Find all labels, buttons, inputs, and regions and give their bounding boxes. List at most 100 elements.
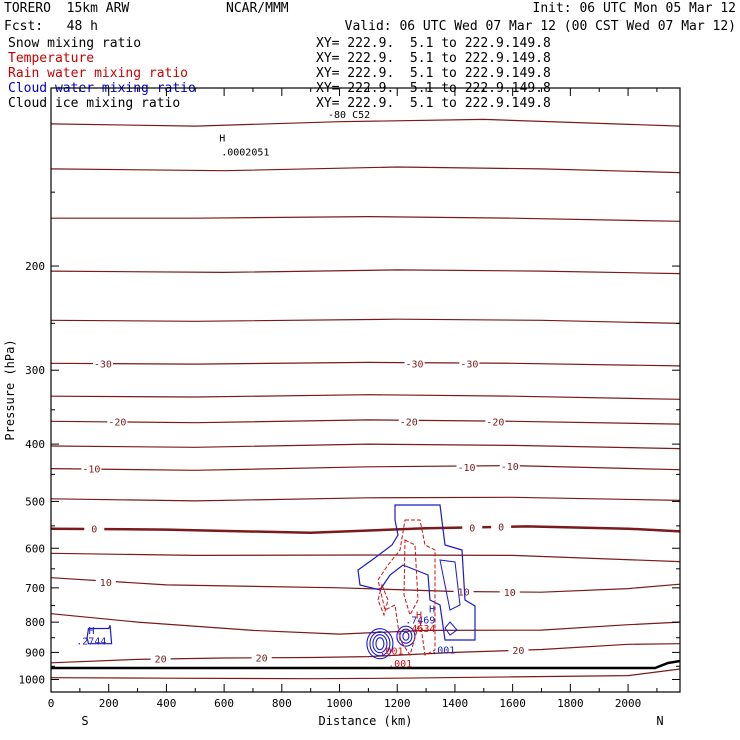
cloud-water-contour xyxy=(444,621,458,636)
y-tick-label: 400 xyxy=(25,438,45,451)
temperature-label: -30 xyxy=(460,359,478,370)
field-name-rain: Rain water mixing ratio xyxy=(8,66,189,81)
temperature-label-bg xyxy=(398,415,419,427)
temperature-label-bg xyxy=(251,651,272,663)
temperature-label-bg xyxy=(499,460,520,472)
temperature-label-bg xyxy=(485,415,506,427)
field-name-snow: Snow mixing ratio xyxy=(8,36,142,51)
temperature-label: -30 xyxy=(406,359,424,370)
cloud-water-ring xyxy=(399,628,413,644)
x-tick-label: 800 xyxy=(272,697,292,710)
temperature-label-bg xyxy=(107,415,128,427)
isotherm-0 xyxy=(50,525,681,535)
isotherm--15 xyxy=(50,443,681,450)
temperature-label: -20 xyxy=(108,417,126,428)
temperature-label: -10 xyxy=(501,462,519,473)
x-tick-label: 1800 xyxy=(557,697,584,710)
y-tick-label: 700 xyxy=(25,582,45,595)
isotherm--50 xyxy=(50,166,681,174)
temperature-label: 10 xyxy=(458,587,470,598)
y-tick-label: 500 xyxy=(25,495,45,508)
field-xy-temperature: XY= 222.9. 5.1 to 222.9.149.8 xyxy=(316,51,551,66)
temperature-label-bg xyxy=(95,575,116,587)
field-name-temperature: Temperature xyxy=(8,51,95,66)
rain-water-contour xyxy=(403,539,419,617)
cloud-water-ring xyxy=(366,628,394,660)
isotherm-20 xyxy=(50,643,681,664)
cloud-water-label: .001 xyxy=(431,646,455,657)
temperature-label-bg xyxy=(491,520,512,532)
cloud-water-label: .7469 xyxy=(405,616,435,627)
temperature-label-bg xyxy=(404,357,425,369)
isotherm--40 xyxy=(50,269,681,275)
isotherm-5 xyxy=(50,552,681,563)
cloud-water-max-marker: H xyxy=(89,626,95,637)
temperature-label: -20 xyxy=(486,417,504,428)
snow-max-marker: H xyxy=(219,133,225,144)
y-tick-label: 200 xyxy=(25,260,45,273)
model-title: TORERO 15km ARW xyxy=(4,1,130,16)
rain-water-label: .001 xyxy=(388,659,412,670)
cloud-water-ring xyxy=(369,631,391,657)
temperature-label-bg xyxy=(84,522,105,534)
rain-water-contour xyxy=(377,519,436,657)
isotherm--35 xyxy=(50,318,681,324)
isotherm--10 xyxy=(50,464,681,471)
field-name-cloud-ice: Cloud ice mixing ratio xyxy=(8,96,181,111)
x-tick-label: 1200 xyxy=(384,697,411,710)
start-point-label: S xyxy=(81,714,88,728)
x-tick-label: 1400 xyxy=(442,697,469,710)
temperature-label-bg xyxy=(462,521,483,533)
y-tick-label: 800 xyxy=(25,616,45,629)
isotherm--55 xyxy=(50,118,681,127)
snow-max-label: .0002051 xyxy=(221,147,269,158)
cloud-water-label: .2744 xyxy=(76,637,106,648)
cloud-water-contour xyxy=(357,504,476,641)
x-tick-label: 400 xyxy=(156,697,176,710)
x-tick-label: 600 xyxy=(214,697,234,710)
temperature-label: 0 xyxy=(469,523,475,534)
temperature-label-bg xyxy=(508,644,529,656)
isotherm--25 xyxy=(50,394,681,400)
cloud-water-ring xyxy=(396,625,416,647)
cloud-water-ring xyxy=(402,631,410,641)
isotherm-10 xyxy=(50,577,681,593)
temperature-label-bg xyxy=(92,357,113,369)
cloud-water-contour xyxy=(439,559,461,611)
cloud-water-max-marker: H xyxy=(429,604,435,615)
isotherm--20 xyxy=(50,419,681,425)
isotherm--30 xyxy=(50,361,681,367)
temperature-label-bg xyxy=(453,585,474,597)
organization-title: NCAR/MMM xyxy=(226,1,289,16)
isotherm--5 xyxy=(50,496,681,502)
forecast-hour: Fcst: 48 h xyxy=(4,19,98,34)
x-tick-label: 0 xyxy=(48,697,55,710)
y-tick-label: 900 xyxy=(25,646,45,659)
temperature-label: 0 xyxy=(498,522,504,533)
rain-water-label: .001 xyxy=(379,646,403,657)
isotherm-25 xyxy=(50,668,681,680)
cloud-water-contour xyxy=(86,625,113,645)
field-xy-rain: XY= 222.9. 5.1 to 222.9.149.8 xyxy=(316,66,551,81)
temperature-label: 20 xyxy=(155,655,167,666)
temperature-label: 10 xyxy=(100,578,112,589)
x-tick-label: 1000 xyxy=(326,697,353,710)
y-tick-label: 600 xyxy=(25,542,45,555)
temperature-label: -30 xyxy=(94,359,112,370)
plot-frame xyxy=(50,87,681,693)
temperature-label: -20 xyxy=(400,417,418,428)
temperature-label-bg xyxy=(456,460,477,472)
ground-line xyxy=(51,659,681,670)
rain-water-max-marker: H xyxy=(416,611,422,622)
temperature-label: 20 xyxy=(256,653,268,664)
temperature-label: -10 xyxy=(82,465,100,476)
end-point-label: N xyxy=(656,714,663,728)
y-tick-label: 300 xyxy=(25,364,45,377)
x-axis-label: Distance (km) xyxy=(319,714,413,728)
temperature-label-bg xyxy=(81,462,102,474)
top-contour-label: -80 C52 xyxy=(328,110,370,121)
temperature-label: 20 xyxy=(512,646,524,657)
temperature-label-bg xyxy=(459,357,480,369)
isotherm-15 xyxy=(50,613,681,635)
